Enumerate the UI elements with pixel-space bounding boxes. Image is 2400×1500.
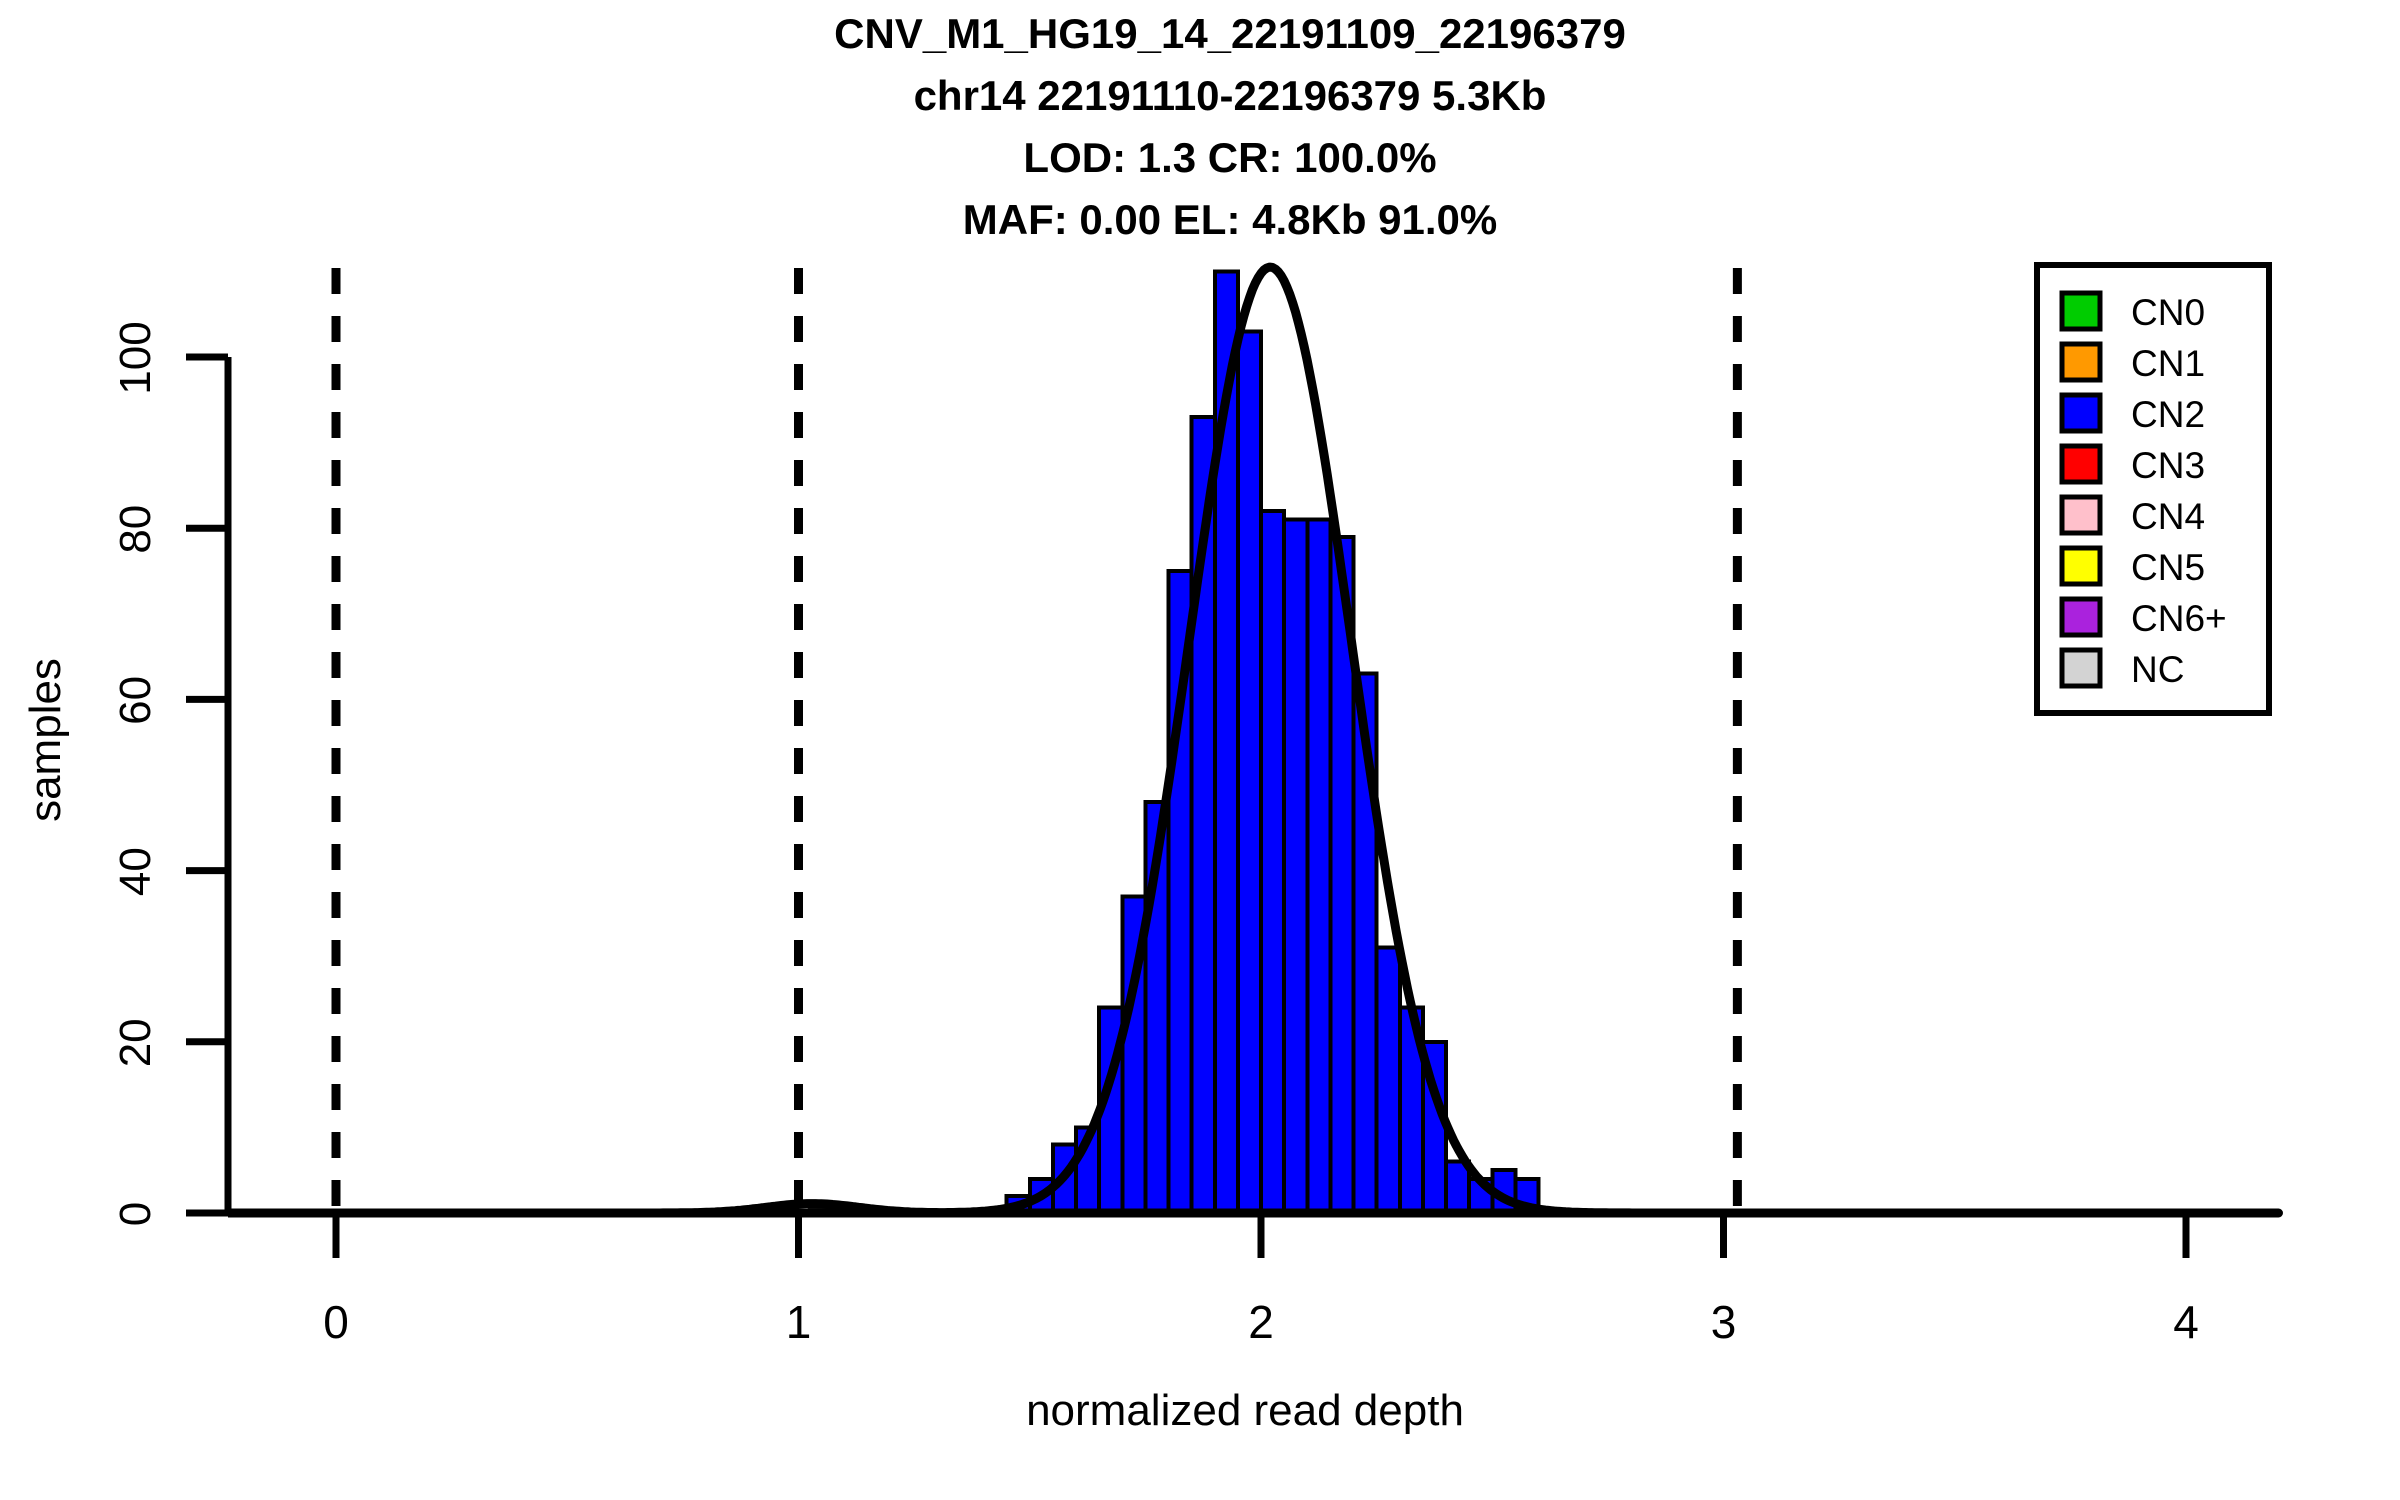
y-tick-label: 80 [111,505,160,554]
y-tick-label: 40 [111,847,160,896]
y-tick-label: 0 [111,1202,160,1226]
legend-box [2034,262,2272,716]
x-tick-label: 2 [1248,1296,1274,1348]
x-tick-label: 1 [786,1296,812,1348]
y-tick-label: 100 [111,321,160,394]
title-line-2: chr14 22191110-22196379 5.3Kb [914,72,1547,119]
y-tick-label: 20 [111,1018,160,1067]
legend-label-nc: NC [2131,649,2184,690]
x-tick-label: 3 [1711,1296,1737,1348]
legend-swatch-cn1 [2059,341,2103,383]
histogram-bar [1305,517,1333,1215]
legend-swatch-cn3 [2059,443,2103,485]
histogram-bar [1374,945,1402,1215]
histogram-bar [1282,517,1310,1215]
legend-label-cn4: CN4 [2131,496,2205,537]
title-line-4: MAF: 0.00 EL: 4.8Kb 91.0% [963,196,1498,243]
cn-threshold-lines [331,268,1742,1221]
y-axis-title: samples [21,658,70,822]
legend-label-cn6plus: CN6+ [2131,598,2227,639]
legend-swatch-cn5 [2059,545,2103,587]
title-line-1: CNV_M1_HG19_14_22191109_22196379 [834,10,1626,57]
axes: 0 20 40 60 80 100 0 1 2 3 4 [111,321,2230,1348]
x-tick-label: 4 [2173,1296,2199,1348]
title-line-3: LOD: 1.3 CR: 100.0% [1023,134,1436,181]
legend-label-cn0: CN0 [2131,292,2205,333]
legend-swatch-cn6plus [2059,596,2103,638]
legend-swatch-cn0 [2059,290,2103,332]
legend-label-cn5: CN5 [2131,547,2205,588]
histogram-bar [1259,509,1287,1215]
x-tick-label: 0 [323,1296,349,1348]
legend-swatch-nc [2059,647,2103,689]
histogram-bar [1235,329,1263,1215]
x-axis-title: normalized read depth [1026,1386,1464,1435]
legend-label-cn3: CN3 [2131,445,2205,486]
axis-titles: normalized read depth samples [21,658,1464,1435]
legend: CN0 CN1 CN2 CN3 CN4 CN5 CN6+ NC [2034,262,2272,716]
histogram-bars [1004,269,1541,1216]
legend-swatch-cn2 [2059,392,2103,434]
chart-title-block: CNV_M1_HG19_14_22191109_22196379 chr14 22… [834,10,1626,243]
y-tick-label: 60 [111,676,160,725]
legend-label-cn2: CN2 [2131,394,2205,435]
legend-label-cn1: CN1 [2131,343,2205,384]
legend-swatch-cn4 [2059,494,2103,536]
